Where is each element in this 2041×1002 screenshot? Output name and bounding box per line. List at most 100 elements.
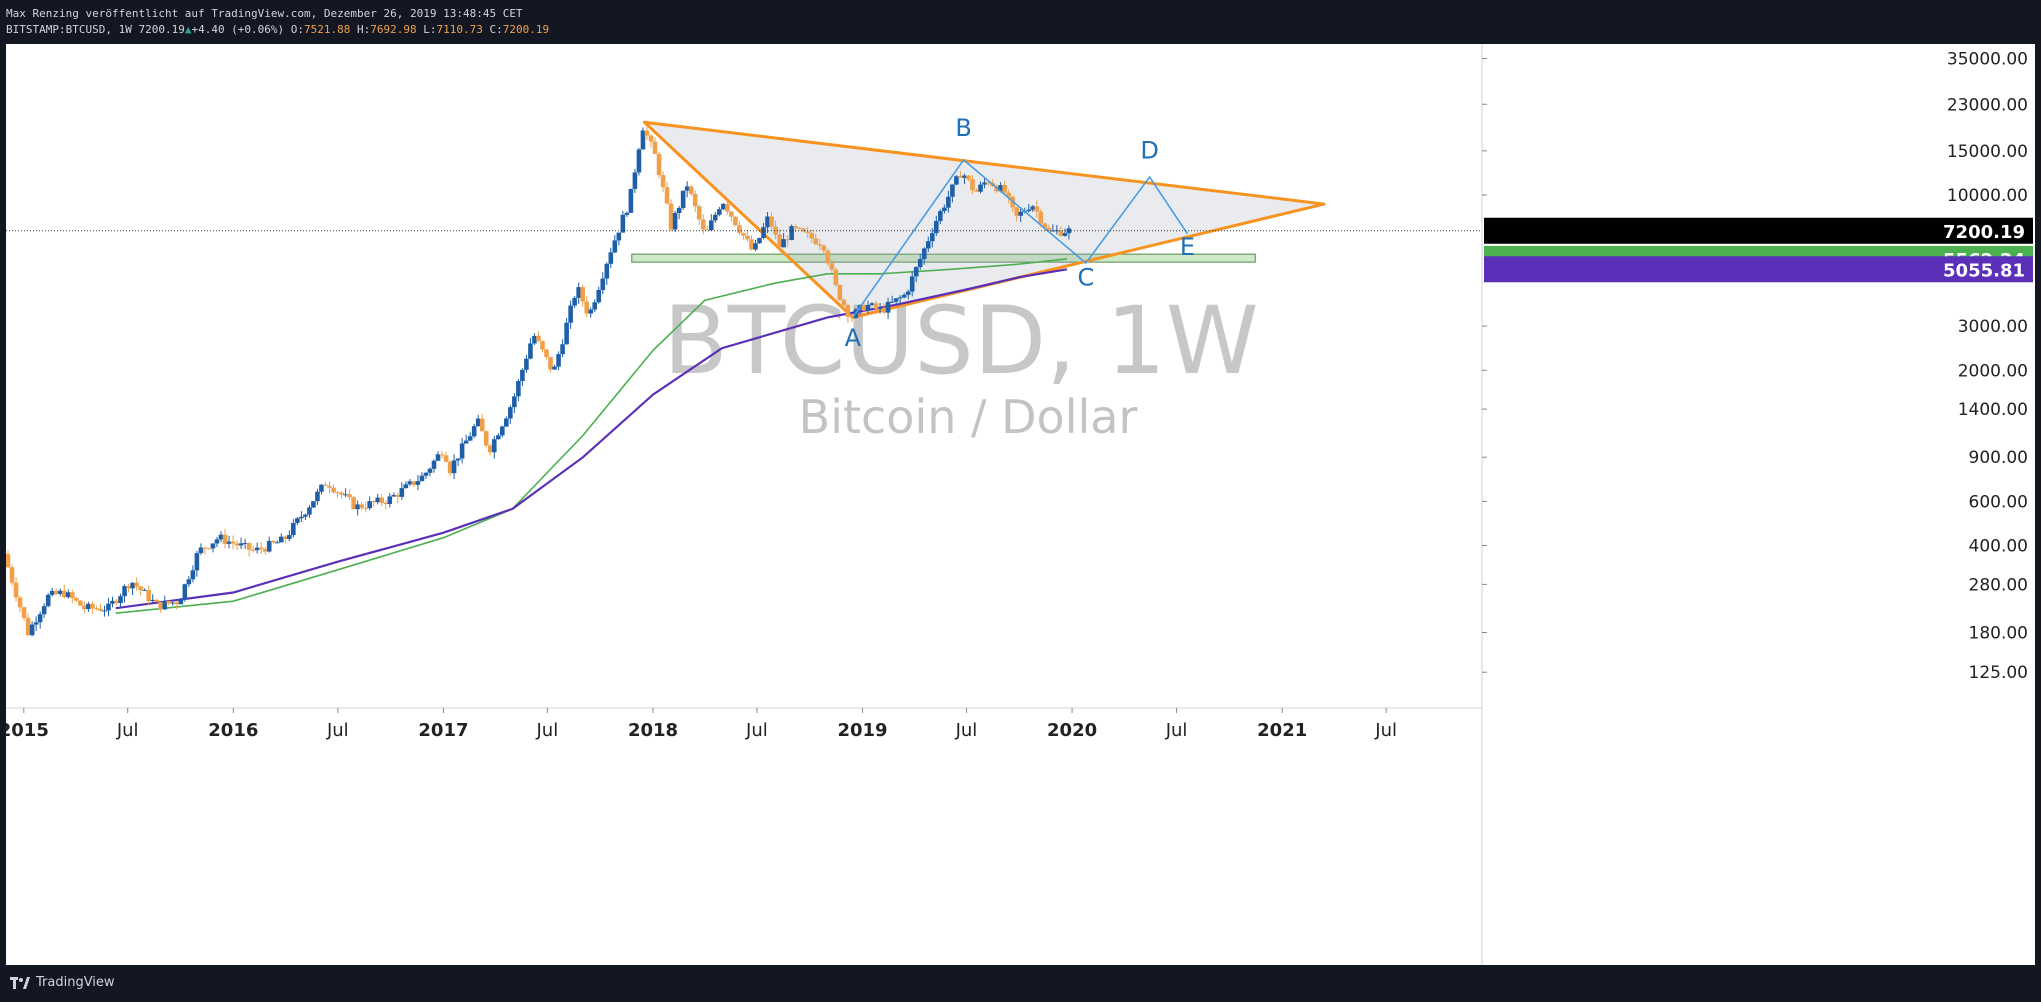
time-axis-band: [6, 708, 1482, 741]
candle-body: [90, 603, 95, 609]
candle-body: [913, 267, 919, 277]
candle-body: [303, 514, 308, 517]
candle-body: [467, 436, 473, 441]
candle-body: [508, 407, 513, 419]
candle-body: [930, 233, 935, 242]
candle-body: [262, 549, 268, 552]
candle-body: [13, 582, 19, 598]
symbol-line: BITSTAMP:BTCUSD, 1W 7200.19▲+4.40 (+0.06…: [6, 23, 549, 36]
candle-body: [53, 590, 59, 594]
candle-body: [885, 301, 891, 313]
candle-body: [512, 396, 517, 408]
candle-body: [65, 592, 71, 598]
moving-average-green: [115, 258, 1067, 614]
candle-body: [548, 357, 553, 370]
candle-body: [218, 534, 224, 540]
close-label: C:: [489, 23, 503, 36]
candle-body: [978, 184, 983, 192]
price-chart[interactable]: BTCUSD, 1W Bitcoin / Dollar A B C D E 125.00…: [6, 44, 2035, 965]
moving-average-purple: [115, 268, 1068, 610]
candle-body: [692, 193, 698, 207]
candle-body: [383, 502, 389, 504]
candle-body: [664, 187, 670, 204]
price-tick-label: 35000.00: [1947, 50, 2028, 70]
time-tick-label: 2016: [208, 720, 258, 741]
candle-body: [1046, 227, 1052, 231]
candle-body: [335, 492, 340, 494]
candle-body: [78, 600, 83, 606]
candle-body: [150, 599, 155, 602]
candle-body: [580, 287, 585, 302]
time-tick-label: Jul: [536, 720, 559, 741]
candle-body: [110, 600, 115, 604]
candle-body: [909, 276, 915, 292]
candle-body: [817, 244, 823, 246]
candle-body: [821, 245, 827, 251]
price-tick-label: 180.00: [1969, 624, 2028, 644]
candle-body: [29, 624, 35, 636]
candle-body: [399, 488, 405, 497]
candle-body: [829, 263, 835, 270]
price-tick-label: 900.00: [1969, 448, 2028, 468]
chart-area[interactable]: BTCUSD, 1W Bitcoin / Dollar A B C D E 125.00…: [6, 44, 2035, 965]
candle-body: [45, 594, 51, 607]
candle-body: [70, 592, 75, 599]
candle-body: [564, 322, 569, 345]
candle-body: [270, 540, 276, 543]
candle-body: [254, 547, 260, 551]
candle-body: [556, 354, 561, 367]
candle-body: [206, 548, 212, 550]
candle-body: [974, 190, 979, 192]
candle-body: [576, 287, 581, 298]
candle-body: [114, 600, 119, 604]
candle-body: [865, 304, 871, 311]
candle-body: [214, 539, 220, 544]
price-label-value: 7200.19: [1943, 222, 2025, 243]
candle-body: [371, 501, 377, 503]
candle-body: [6, 554, 11, 568]
candle-body: [33, 622, 39, 625]
candle-body: [202, 547, 208, 549]
wave-path: [852, 158, 1189, 318]
candle-body: [1042, 223, 1048, 228]
candle-body: [708, 220, 714, 231]
candle-body: [367, 501, 372, 509]
candle-body: [307, 507, 312, 515]
candle-body: [242, 542, 248, 544]
candle-body: [604, 263, 610, 279]
candle-body: [954, 176, 959, 185]
wave-label-e: E: [1180, 233, 1195, 261]
time-tick-label: 2017: [418, 720, 468, 741]
price-tick-label: 2000.00: [1958, 361, 2028, 381]
candle-body: [524, 358, 529, 370]
candle-body: [921, 248, 927, 260]
candle-body: [98, 608, 103, 611]
candle-body: [797, 227, 802, 229]
candle-body: [520, 369, 525, 382]
candle-body: [552, 366, 557, 370]
candle-body: [672, 213, 678, 230]
time-tick-label: 2018: [628, 720, 678, 741]
candle-body: [753, 243, 758, 250]
candle-body: [596, 289, 602, 303]
publisher-line: Max Renzing veröffentlicht auf TradingVi…: [6, 7, 523, 20]
candle-body: [652, 141, 658, 154]
candle-body: [825, 250, 831, 264]
candle-body: [451, 460, 457, 474]
candle-body: [717, 209, 722, 215]
low-label: L:: [423, 23, 437, 36]
candle-body: [234, 543, 240, 546]
candle-body: [483, 431, 489, 446]
candle-body: [773, 226, 778, 235]
open-value: 7521.88: [304, 23, 351, 36]
candle-body: [648, 135, 654, 142]
candle-body: [407, 481, 413, 485]
candle-body: [174, 602, 180, 605]
candle-body: [186, 579, 192, 585]
candle-body: [680, 190, 686, 208]
candle-body: [1058, 230, 1064, 236]
candle-body: [608, 252, 614, 264]
candle-body: [893, 298, 899, 302]
candle-body: [660, 175, 666, 188]
candle-body: [1050, 230, 1056, 232]
